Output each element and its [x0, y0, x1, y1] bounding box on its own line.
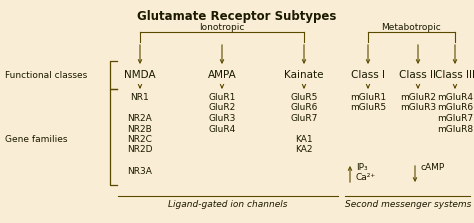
Text: GluR1: GluR1 [208, 93, 236, 102]
Text: NR2A: NR2A [128, 114, 152, 123]
Text: mGluR7: mGluR7 [437, 114, 473, 123]
Text: Class I: Class I [351, 70, 385, 80]
Text: GluR2: GluR2 [209, 103, 236, 112]
Text: NR3A: NR3A [128, 167, 153, 176]
Text: Class III: Class III [435, 70, 474, 80]
Text: Ionotropic: Ionotropic [199, 23, 245, 32]
Text: Ligand-gated ion channels: Ligand-gated ion channels [168, 200, 288, 209]
Text: AMPA: AMPA [208, 70, 237, 80]
Text: Glutamate Receptor Subtypes: Glutamate Receptor Subtypes [137, 10, 337, 23]
Text: Kainate: Kainate [284, 70, 324, 80]
Text: GluR3: GluR3 [208, 114, 236, 123]
Text: mGluR4: mGluR4 [437, 93, 473, 102]
Text: NMDA: NMDA [124, 70, 156, 80]
Text: mGluR8: mGluR8 [437, 124, 473, 134]
Text: NR2C: NR2C [128, 135, 153, 144]
Text: NR1: NR1 [131, 93, 149, 102]
Text: KA2: KA2 [295, 145, 313, 155]
Text: GluR6: GluR6 [290, 103, 318, 112]
Text: KA1: KA1 [295, 135, 313, 144]
Text: IP₃: IP₃ [356, 163, 368, 171]
Text: mGluR5: mGluR5 [350, 103, 386, 112]
Text: Metabotropic: Metabotropic [381, 23, 441, 32]
Text: Gene families: Gene families [5, 136, 67, 145]
Text: GluR7: GluR7 [290, 114, 318, 123]
Text: GluR5: GluR5 [290, 93, 318, 102]
Text: Class II: Class II [400, 70, 437, 80]
Text: mGluR1: mGluR1 [350, 93, 386, 102]
Text: Second messenger systems: Second messenger systems [345, 200, 471, 209]
Text: Functional classes: Functional classes [5, 70, 87, 80]
Text: Ca²⁺: Ca²⁺ [356, 173, 376, 182]
Text: NR2B: NR2B [128, 124, 152, 134]
Text: mGluR2: mGluR2 [400, 93, 436, 102]
Text: NR2D: NR2D [127, 145, 153, 155]
Text: mGluR6: mGluR6 [437, 103, 473, 112]
Text: GluR4: GluR4 [209, 124, 236, 134]
Text: cAMP: cAMP [421, 163, 445, 171]
Text: mGluR3: mGluR3 [400, 103, 436, 112]
